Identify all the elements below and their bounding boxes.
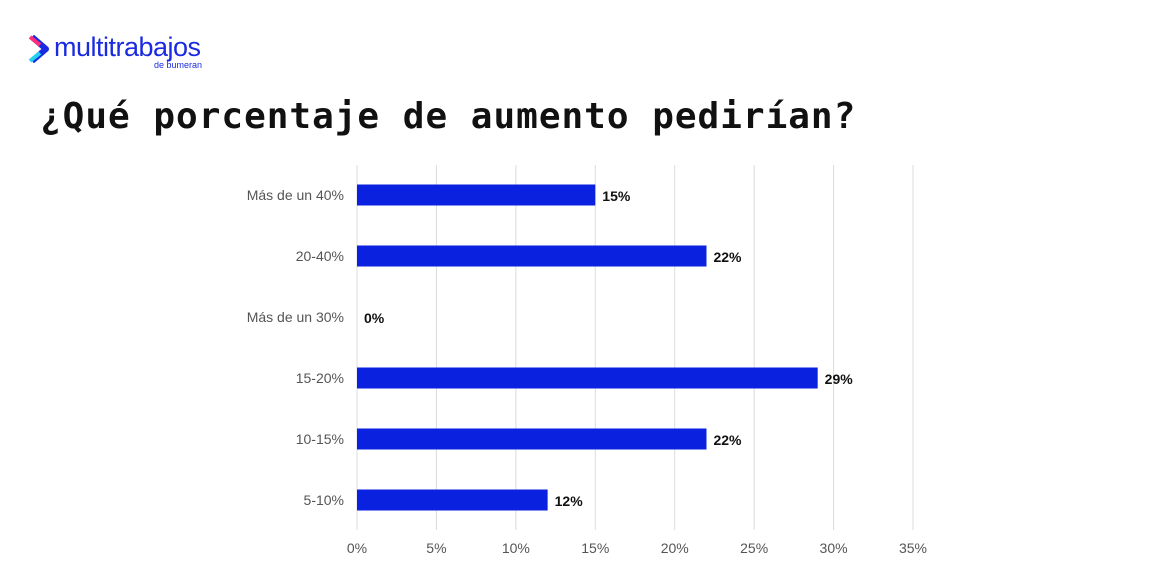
x-tick-label: 35% bbox=[899, 540, 927, 556]
bar bbox=[357, 184, 596, 206]
x-tick-label: 20% bbox=[661, 540, 689, 556]
data-label: 0% bbox=[364, 310, 385, 326]
y-category-label: 15-20% bbox=[296, 370, 344, 386]
x-tick-label: 10% bbox=[502, 540, 530, 556]
y-category-label: Más de un 40% bbox=[247, 187, 344, 203]
y-category-label: Más de un 30% bbox=[247, 309, 344, 325]
x-tick-label: 5% bbox=[426, 540, 446, 556]
y-category-label: 5-10% bbox=[304, 492, 344, 508]
y-category-label: 10-15% bbox=[296, 431, 344, 447]
data-label: 12% bbox=[555, 493, 584, 509]
x-tick-label: 25% bbox=[740, 540, 768, 556]
x-tick-label: 15% bbox=[581, 540, 609, 556]
x-tick-label: 30% bbox=[820, 540, 848, 556]
bar bbox=[357, 367, 818, 389]
bar bbox=[357, 428, 707, 450]
data-label: 22% bbox=[713, 249, 742, 265]
x-tick-label: 0% bbox=[347, 540, 367, 556]
y-category-label: 20-40% bbox=[296, 248, 344, 264]
data-label: 29% bbox=[825, 371, 854, 387]
logo: multitrabajos de bumeran bbox=[28, 30, 228, 74]
data-label: 22% bbox=[713, 432, 742, 448]
bar bbox=[357, 489, 548, 511]
logo-subtext: de bumeran bbox=[154, 60, 203, 70]
page-title: ¿Qué porcentaje de aumento pedirían? bbox=[40, 96, 857, 137]
logo-text: multitrabajos bbox=[54, 32, 201, 62]
bar bbox=[357, 245, 707, 267]
logo-chevron-icon bbox=[28, 34, 49, 64]
data-label: 15% bbox=[602, 188, 631, 204]
